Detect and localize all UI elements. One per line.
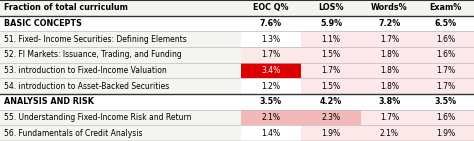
Text: 1.7%: 1.7% (436, 82, 456, 91)
Text: 56. Fundamentals of Credit Analysis: 56. Fundamentals of Credit Analysis (4, 129, 142, 138)
Text: Words%: Words% (371, 3, 408, 12)
Text: 1.2%: 1.2% (261, 82, 281, 91)
Bar (361, 78, 418, 94)
Bar (241, 31, 301, 47)
Text: 1.6%: 1.6% (436, 35, 456, 44)
Bar (301, 78, 361, 94)
Bar (0, 31, 241, 47)
Bar (361, 31, 418, 47)
Bar (0, 78, 241, 94)
Text: EOC Q%: EOC Q% (253, 3, 289, 12)
Bar (241, 16, 301, 31)
Text: 7.6%: 7.6% (260, 19, 282, 28)
Text: 6.5%: 6.5% (435, 19, 457, 28)
Text: 2.1%: 2.1% (261, 113, 281, 122)
Bar (301, 47, 361, 63)
Text: 3.8%: 3.8% (378, 97, 401, 106)
Text: 3.5%: 3.5% (435, 97, 457, 106)
Bar (361, 63, 418, 78)
Text: 53. introduction to Fixed-Income Valuation: 53. introduction to Fixed-Income Valuati… (4, 66, 166, 75)
Text: 3.5%: 3.5% (260, 97, 282, 106)
Text: ANALYSIS AND RISK: ANALYSIS AND RISK (4, 97, 94, 106)
Text: 1.8%: 1.8% (380, 82, 399, 91)
Text: 4.2%: 4.2% (320, 97, 342, 106)
Bar (241, 78, 301, 94)
Text: 1.7%: 1.7% (380, 35, 399, 44)
Bar (418, 94, 474, 110)
Text: BASIC CONCEPTS: BASIC CONCEPTS (4, 19, 82, 28)
Bar (301, 31, 361, 47)
Bar (0, 47, 241, 63)
Bar (241, 125, 301, 141)
Bar (0, 125, 241, 141)
Text: 1.9%: 1.9% (436, 129, 456, 138)
Text: 1.7%: 1.7% (380, 113, 399, 122)
Bar (0, 63, 241, 78)
Text: 1.8%: 1.8% (380, 66, 399, 75)
Text: 7.2%: 7.2% (378, 19, 401, 28)
Bar (418, 47, 474, 63)
Text: 1.7%: 1.7% (321, 66, 341, 75)
Text: 5.9%: 5.9% (320, 19, 342, 28)
Bar (418, 63, 474, 78)
Text: 1.6%: 1.6% (436, 50, 456, 59)
Bar (418, 110, 474, 125)
Text: 1.4%: 1.4% (261, 129, 281, 138)
Text: Exam%: Exam% (429, 3, 462, 12)
Text: Fraction of total curriculum: Fraction of total curriculum (4, 3, 128, 12)
Bar (418, 78, 474, 94)
Text: LOS%: LOS% (319, 3, 344, 12)
Bar (301, 125, 361, 141)
Bar (241, 47, 301, 63)
Bar (361, 125, 418, 141)
Bar (361, 16, 418, 31)
Text: 52. FI Markets: Issuance, Trading, and Funding: 52. FI Markets: Issuance, Trading, and F… (4, 50, 182, 59)
Text: 1.3%: 1.3% (261, 35, 281, 44)
Bar (418, 31, 474, 47)
Text: 51. Fixed- Income Securities: Defining Elements: 51. Fixed- Income Securities: Defining E… (4, 35, 187, 44)
Text: 1.9%: 1.9% (321, 129, 341, 138)
Text: 1.8%: 1.8% (380, 50, 399, 59)
Text: 1.7%: 1.7% (261, 50, 281, 59)
Text: 3.4%: 3.4% (261, 66, 281, 75)
Bar (241, 94, 301, 110)
Bar (418, 125, 474, 141)
Bar (301, 16, 361, 31)
Bar (241, 110, 301, 125)
Text: 1.1%: 1.1% (321, 35, 341, 44)
Text: 54. introduction to Asset-Backed Securities: 54. introduction to Asset-Backed Securit… (4, 82, 169, 91)
Text: 1.5%: 1.5% (321, 82, 341, 91)
Bar (361, 94, 418, 110)
Text: 1.5%: 1.5% (321, 50, 341, 59)
Bar (0, 16, 241, 31)
Bar (0, 0, 474, 16)
Text: 55. Understanding Fixed-Income Risk and Return: 55. Understanding Fixed-Income Risk and … (4, 113, 191, 122)
Bar (301, 63, 361, 78)
Bar (361, 47, 418, 63)
Text: 2.3%: 2.3% (321, 113, 341, 122)
Bar (0, 110, 241, 125)
Text: 2.1%: 2.1% (380, 129, 399, 138)
Text: 1.7%: 1.7% (436, 66, 456, 75)
Text: 1.6%: 1.6% (436, 113, 456, 122)
Bar (301, 110, 361, 125)
Bar (0, 94, 241, 110)
Bar (241, 63, 301, 78)
Bar (361, 110, 418, 125)
Bar (418, 16, 474, 31)
Bar (301, 94, 361, 110)
